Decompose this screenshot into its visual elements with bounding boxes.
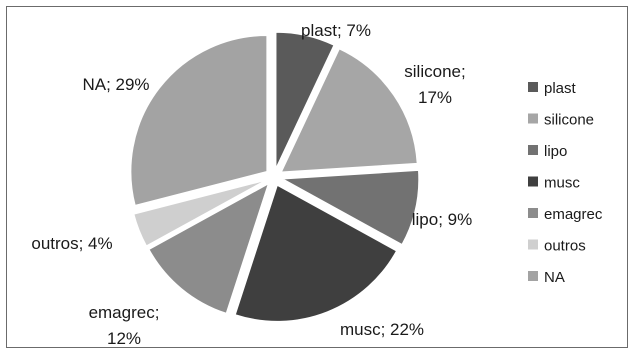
- pie-slices: [130, 31, 420, 322]
- pie-slice-plast: [275, 31, 335, 169]
- data-label-outros: outros; 4%: [31, 234, 112, 253]
- data-label-silicone: silicone; 17%: [404, 62, 465, 107]
- pie-slice-emagrec: [148, 182, 270, 314]
- legend-swatch-outros: [528, 239, 538, 250]
- legend-swatch-lipo: [528, 145, 538, 155]
- legend-swatch-silicone: [528, 113, 538, 124]
- legend-label-na: NA: [544, 269, 565, 286]
- pie-slice-outros: [133, 179, 266, 247]
- data-label-musc: musc; 22%: [340, 320, 424, 339]
- legend-label-musc: musc: [544, 175, 580, 192]
- legend-label-outros: outros: [544, 238, 586, 255]
- legend-swatch-musc: [528, 176, 538, 187]
- data-label-lipo: lipo; 9%: [412, 210, 472, 229]
- legend-item-na: NA: [528, 269, 565, 286]
- legend-swatch-na: [528, 271, 538, 281]
- data-label-plast: plast; 7%: [301, 21, 371, 40]
- legend-item-silicone: silicone: [528, 112, 594, 129]
- pie-slice-na: [130, 34, 268, 206]
- legend-item-lipo: lipo: [528, 143, 567, 160]
- legend-label-emagrec: emagrec: [544, 206, 603, 223]
- data-label-emagrec: emagrec; 12%: [89, 303, 160, 348]
- legend-swatch-emagrec: [528, 208, 538, 218]
- pie-slice-musc: [234, 184, 398, 322]
- pie-slice-silicone: [280, 48, 418, 173]
- legend-item-outros: outros: [528, 238, 586, 255]
- legend-item-emagrec: emagrec: [528, 206, 603, 223]
- pie-slice-lipo: [281, 169, 420, 246]
- data-label-na: NA; 29%: [82, 75, 149, 94]
- legend-item-plast: plast: [528, 80, 577, 97]
- legend-label-plast: plast: [544, 80, 577, 97]
- chart-legend: plast silicone lipo musc emagrec outros NA: [528, 80, 603, 286]
- legend-swatch-plast: [528, 82, 538, 92]
- legend-item-musc: musc: [528, 175, 580, 192]
- pie-data-labels: plast; 7% silicone; 17% lipo; 9% musc; 22% em…: [31, 21, 472, 348]
- legend-label-lipo: lipo: [544, 143, 567, 160]
- legend-label-silicone: silicone: [544, 112, 594, 129]
